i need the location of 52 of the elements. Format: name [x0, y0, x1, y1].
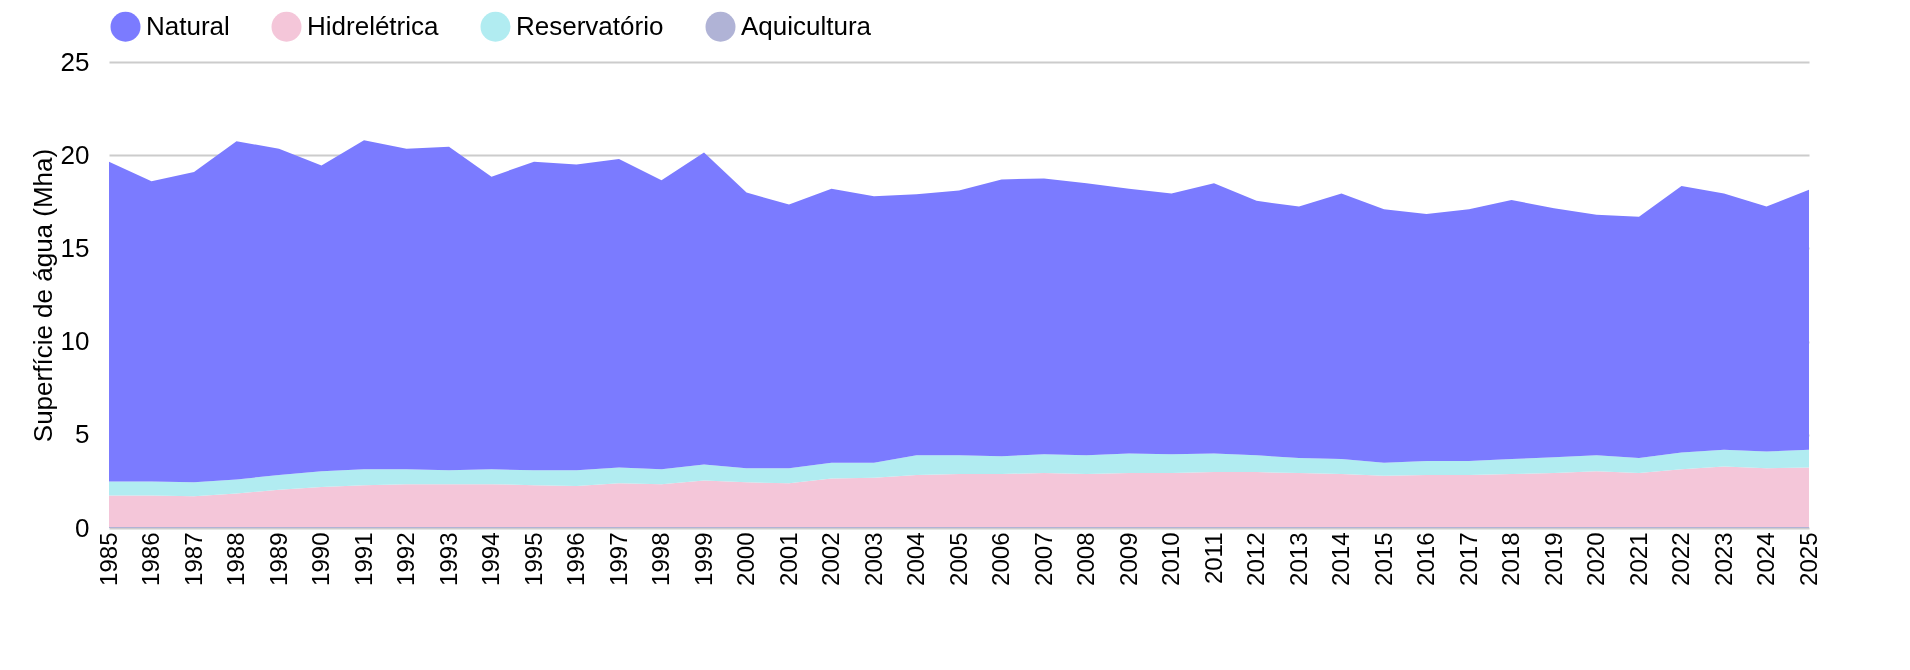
legend-label: Aquicultura	[741, 10, 872, 41]
x-tick-label: 2004	[902, 532, 929, 586]
y-tick-label: 0	[75, 512, 90, 543]
x-tick-label: 2002	[817, 532, 844, 586]
x-tick-label: 2021	[1624, 532, 1652, 586]
x-tick-label: 2007	[1029, 532, 1057, 586]
x-tick-label: 1986	[137, 532, 164, 586]
x-tick-label: 2012	[1242, 532, 1269, 586]
x-tick-label: 1999	[689, 532, 717, 586]
x-tick-label: 1987	[179, 532, 207, 586]
x-tick-label: 2019	[1539, 532, 1567, 586]
x-tick-label: 2016	[1412, 532, 1439, 586]
x-tick-label: 2001	[774, 532, 802, 586]
x-tick-label: 1993	[434, 532, 462, 586]
x-tick-label: 2015	[1369, 532, 1397, 586]
x-tick-label: 2006	[987, 532, 1014, 586]
x-tick-label: 2017	[1454, 532, 1482, 586]
x-tick-label: 2020	[1582, 532, 1609, 586]
x-tick-label: 1998	[647, 532, 674, 586]
x-tick-label: 2011	[1199, 532, 1227, 585]
x-tick-label: 2008	[1072, 532, 1099, 586]
x-tick-label: 1997	[604, 532, 632, 586]
legend-label: Natural	[146, 10, 230, 41]
x-tick-label: 1991	[349, 532, 377, 586]
x-tick-label: 1990	[307, 532, 334, 586]
x-tick-label: 2003	[859, 532, 887, 586]
x-tick-label: 2018	[1497, 532, 1524, 586]
legend-label: Reservatório	[516, 10, 664, 41]
x-tick-label: 1992	[392, 532, 419, 586]
x-tick-label: 1985	[94, 532, 122, 586]
legend-label: Hidrelétrica	[307, 10, 440, 41]
x-tick-label: 2009	[1114, 532, 1142, 586]
x-tick-label: 2010	[1157, 532, 1184, 586]
x-tick-label: 2000	[732, 532, 759, 586]
y-tick-label: 10	[60, 326, 90, 357]
x-tick-label: 2022	[1667, 532, 1694, 586]
y-tick-label: 5	[75, 419, 90, 450]
x-tick-label: 2023	[1709, 532, 1737, 586]
x-tick-label: 1994	[477, 532, 504, 586]
y-tick-label: 25	[60, 46, 90, 77]
x-tick-label: 1996	[562, 532, 589, 586]
x-tick-label: 2013	[1284, 532, 1312, 586]
y-tick-label: 15	[60, 232, 90, 263]
x-tick-label: 2025	[1794, 532, 1822, 586]
y-tick-label: 20	[60, 139, 90, 170]
x-tick-label: 2014	[1327, 532, 1354, 586]
x-tick-label: 2005	[944, 532, 972, 586]
x-tick-label: 1988	[222, 532, 249, 586]
x-tick-label: 1995	[519, 532, 547, 586]
y-axis-title: Superfície de água (Mha)	[27, 148, 58, 443]
x-tick-label: 2024	[1752, 532, 1779, 586]
x-tick-label: 1989	[264, 532, 292, 586]
